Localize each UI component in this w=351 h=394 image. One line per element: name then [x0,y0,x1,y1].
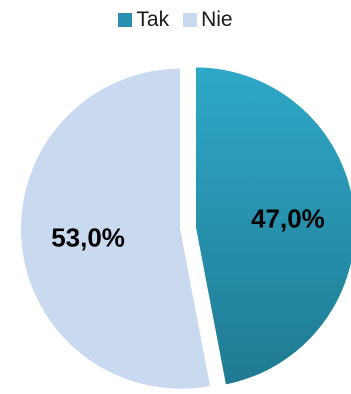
legend-label-nie: Nie [201,8,233,31]
data-label-tak: 47,0% [251,204,325,234]
legend-label-tak: Tak [136,8,170,31]
data-label-nie: 53,0% [51,222,125,252]
legend-item-tak: Tak [118,8,169,32]
legend: Tak Nie [0,6,351,34]
slice-tak [193,65,351,387]
legend-swatch-tak [118,13,133,27]
slice-nie [19,66,213,391]
legend-swatch-nie [183,13,198,27]
legend-item-nie: Nie [183,8,233,32]
